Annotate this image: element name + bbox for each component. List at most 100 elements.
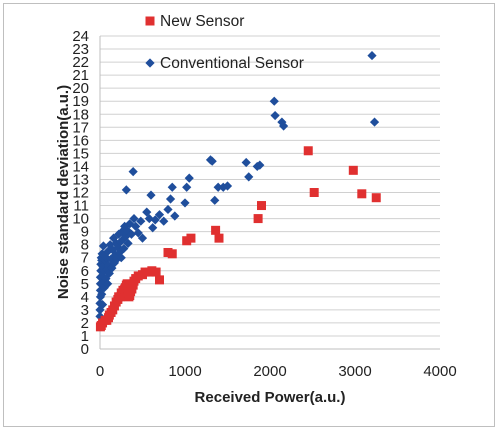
y-tick-label: 4 <box>81 289 89 306</box>
conventional-sensor-point <box>98 241 108 251</box>
conventional-sensor-point <box>102 264 112 275</box>
chart-frame <box>3 3 495 427</box>
y-tick-label: 18 <box>72 106 89 123</box>
conventional-sensor-point <box>207 156 217 166</box>
y-tick-label: 1 <box>81 328 89 345</box>
conventional-sensor-point <box>137 233 148 243</box>
y-tick-label: 2 <box>81 315 89 332</box>
y-tick-label: 22 <box>72 54 89 71</box>
x-tick-label: 4000 <box>423 363 456 380</box>
data-points <box>95 50 381 332</box>
legend-item: New Sensor <box>145 13 244 30</box>
y-tick-label: 8 <box>81 237 89 254</box>
conventional-sensor-point <box>222 181 233 191</box>
conventional-sensor-point <box>129 213 139 224</box>
new-sensor-point <box>348 165 358 175</box>
new-sensor-point <box>309 188 319 197</box>
y-tick-label: 19 <box>72 93 89 110</box>
y-tick-label: 0 <box>81 341 89 358</box>
y-tick-label: 20 <box>72 80 89 97</box>
conventional-sensor-point <box>369 117 380 127</box>
conventional-sensor-point <box>244 172 254 182</box>
y-tick-label: 10 <box>72 211 89 228</box>
conventional-sensor-point <box>95 311 105 321</box>
new-sensor-point <box>151 267 161 277</box>
y-tick-label: 9 <box>81 224 89 241</box>
conventional-sensor-point <box>213 182 223 192</box>
legend: New Sensor Conventional Sensor <box>145 13 304 72</box>
legend-diamond-marker <box>145 58 155 68</box>
legend-item: Conventional Sensor <box>145 55 304 72</box>
conventional-sensor-point <box>277 117 287 127</box>
conventional-sensor-point <box>128 167 138 177</box>
y-tick-label: 12 <box>72 185 89 202</box>
y-tick-label: 24 <box>72 28 89 45</box>
new-sensor-point <box>186 233 196 243</box>
x-tick-label: 1000 <box>168 363 201 380</box>
conventional-sensor-point <box>103 279 113 289</box>
conventional-sensor-point <box>121 185 131 195</box>
x-axis-title: Received Power(a.u.) <box>195 389 346 406</box>
y-tick-label: 23 <box>72 41 89 58</box>
series-new-sensor <box>95 146 381 332</box>
conventional-sensor-point <box>126 229 137 239</box>
new-sensor-point <box>122 279 132 289</box>
y-tick-label: 7 <box>81 250 89 267</box>
conventional-sensor-point <box>159 216 169 226</box>
legend-label: Conventional Sensor <box>160 55 304 72</box>
conventional-sensor-point <box>255 160 265 170</box>
series-conventional-sensor <box>95 50 380 321</box>
y-tick-label: 3 <box>81 302 89 319</box>
x-tick-label: 3000 <box>338 363 371 380</box>
y-tick-label: 16 <box>72 132 89 149</box>
conventional-sensor-point <box>97 300 108 310</box>
conventional-sensor-point <box>367 50 377 61</box>
conventional-sensor-point <box>116 253 126 263</box>
new-sensor-point <box>167 249 177 259</box>
x-tick-label: 2000 <box>253 363 286 380</box>
x-tick-labels: 0 1000 2000 3000 4000 <box>96 363 457 380</box>
conventional-sensor-point <box>123 238 133 248</box>
y-tick-label: 5 <box>81 276 89 293</box>
conventional-sensor-point <box>182 182 192 192</box>
y-axis-title: Noise standard deviation(a.u.) <box>55 85 72 299</box>
new-sensor-point <box>253 214 263 224</box>
new-sensor-point <box>303 146 313 156</box>
new-sensor-point <box>211 225 221 235</box>
conventional-sensor-point <box>279 121 289 131</box>
conventional-sensor-point <box>165 194 176 204</box>
conventional-sensor-point <box>119 243 129 254</box>
conventional-sensor-point <box>144 213 154 224</box>
conventional-sensor-point <box>146 190 156 200</box>
legend-square-marker <box>145 16 155 26</box>
y-tick-label: 15 <box>72 145 89 162</box>
conventional-sensor-point <box>150 215 160 225</box>
conventional-sensor-point <box>269 96 279 106</box>
y-tick-label: 17 <box>72 119 89 136</box>
conventional-sensor-point <box>133 228 143 238</box>
conventional-sensor-point <box>163 204 173 215</box>
y-tick-label: 11 <box>73 198 89 215</box>
new-sensor-point <box>155 275 164 285</box>
conventional-sensor-point <box>154 210 165 220</box>
conventional-sensor-point <box>241 157 251 168</box>
conventional-sensor-point <box>167 182 177 192</box>
y-tick-label: 14 <box>72 158 89 175</box>
conventional-sensor-point <box>101 253 111 263</box>
conventional-sensor-point <box>180 198 190 208</box>
conventional-sensor-point <box>184 173 194 183</box>
gridlines <box>100 35 440 337</box>
new-sensor-point <box>371 193 381 203</box>
new-sensor-point <box>214 233 224 243</box>
conventional-sensor-point <box>270 110 280 121</box>
conventional-sensor-point <box>170 211 180 221</box>
conventional-sensor-point <box>97 289 107 299</box>
y-tick-label: 21 <box>72 67 89 84</box>
y-tick-label: 6 <box>81 263 89 280</box>
conventional-sensor-point <box>98 262 108 272</box>
legend-label: New Sensor <box>160 13 244 30</box>
conventional-sensor-point <box>112 254 122 264</box>
conventional-sensor-point <box>148 223 158 233</box>
